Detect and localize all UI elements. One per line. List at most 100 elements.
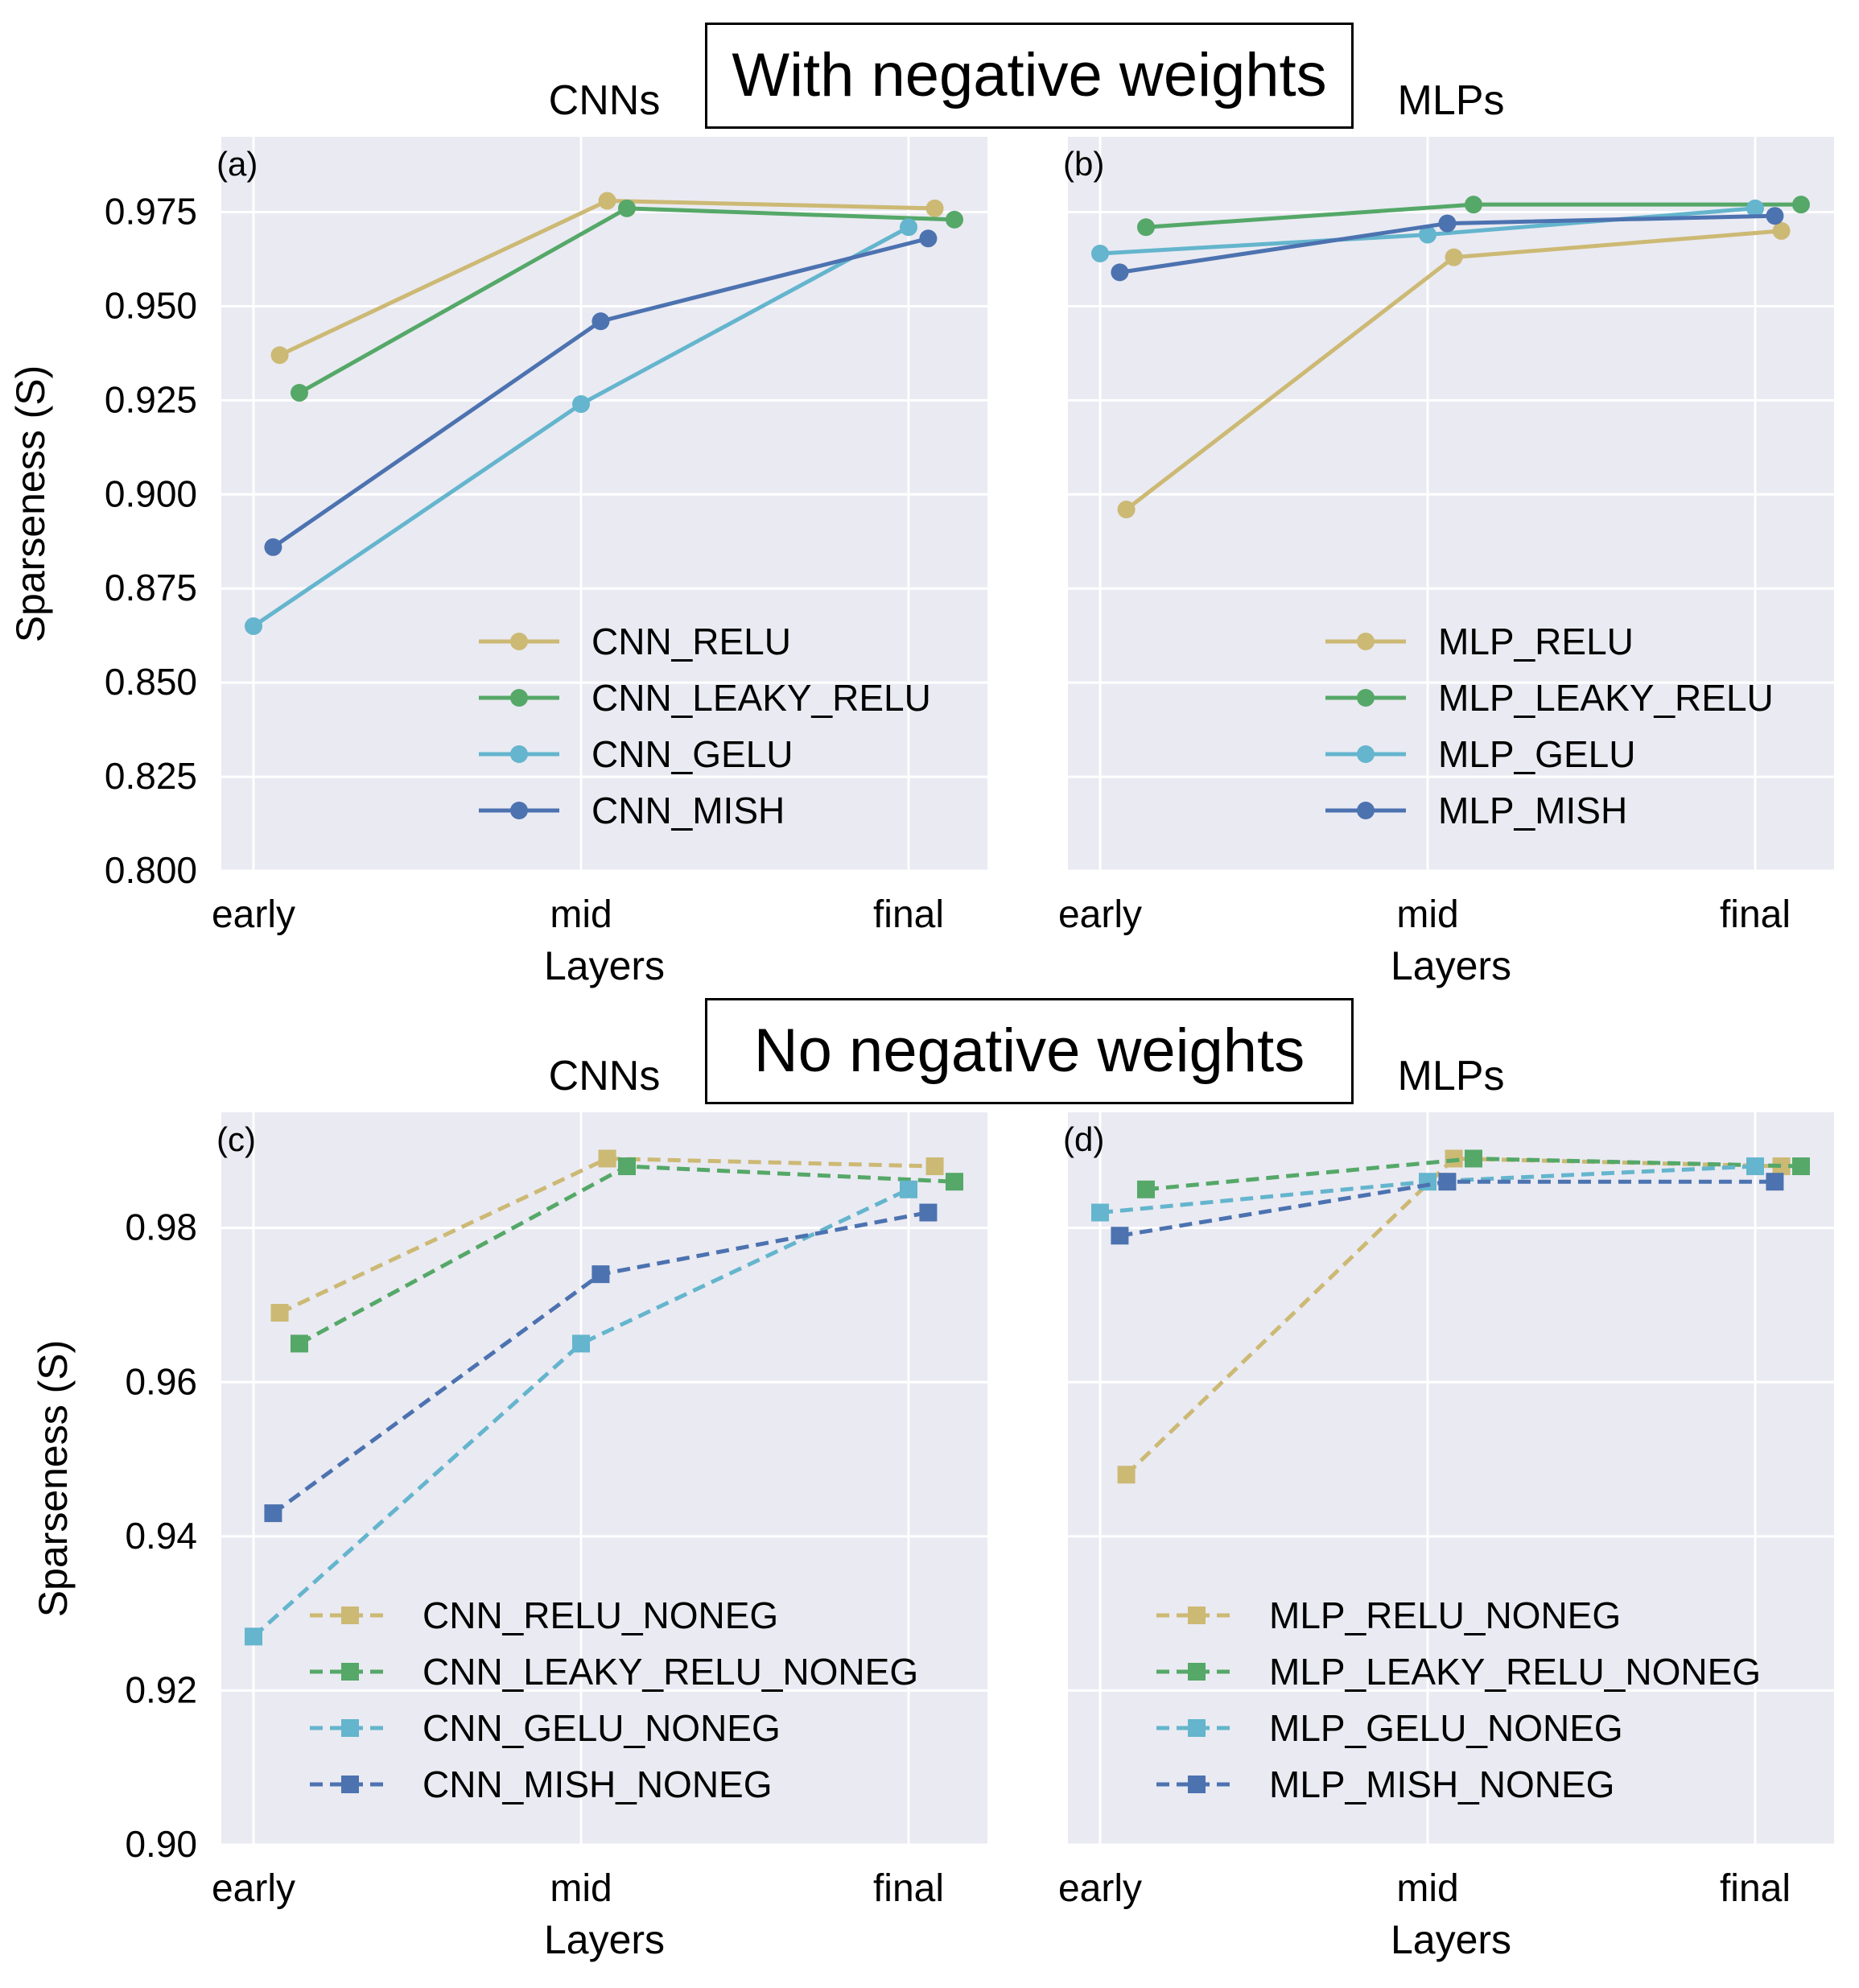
data-point (617, 1157, 636, 1176)
y-tick-label: 0.950 (105, 284, 197, 326)
data-point (1091, 244, 1109, 262)
legend-entry-label: CNN_GELU (592, 733, 793, 775)
data-point (1117, 501, 1136, 519)
x-tick-label: mid (1396, 893, 1458, 936)
x-tick-label: early (1058, 893, 1142, 936)
x-axis-label: Layers (1391, 1917, 1511, 1962)
legend-marker (341, 1776, 359, 1793)
panel-title: MLPs (1398, 1053, 1505, 1099)
x-tick-label: early (212, 1867, 295, 1910)
y-tick-label: 0.825 (105, 755, 197, 797)
data-point (1136, 218, 1155, 237)
y-tick-label: 0.98 (125, 1206, 197, 1248)
legend-entry-label: CNN_LEAKY_RELU_NONEG (422, 1651, 918, 1693)
legend-entry-label: CNN_RELU (592, 621, 791, 662)
data-point (592, 312, 610, 331)
x-tick-label: mid (1396, 1867, 1458, 1910)
x-tick-label: final (1720, 893, 1791, 936)
legend-entry-label: CNN_MISH (592, 790, 785, 831)
data-point (900, 218, 917, 237)
x-tick-label: mid (550, 893, 612, 936)
x-tick-label: mid (550, 1867, 612, 1910)
data-point (290, 384, 308, 402)
x-tick-label: final (1720, 1867, 1791, 1910)
legend-entry-label: MLP_MISH (1438, 790, 1627, 831)
legend-entry-label: CNN_GELU_NONEG (422, 1707, 781, 1749)
data-point (1772, 1157, 1791, 1176)
legend-marker (341, 1663, 359, 1681)
data-point (290, 1334, 308, 1353)
data-point (900, 1180, 917, 1198)
data-point (945, 1173, 963, 1191)
x-axis-label: Layers (1391, 943, 1511, 988)
data-point (1746, 1157, 1764, 1176)
section-title-no-negative-weights: No negative weights (705, 998, 1354, 1104)
data-point (1464, 196, 1482, 214)
y-tick-label: 0.875 (105, 567, 197, 608)
x-tick-label: final (873, 893, 944, 936)
legend-marker (510, 689, 528, 707)
legend-marker (1188, 1663, 1206, 1681)
y-tick-label: 0.90 (125, 1823, 197, 1865)
data-point (270, 346, 289, 365)
legend-entry-label: MLP_LEAKY_RELU (1438, 677, 1774, 719)
legend-entry-label: MLP_MISH_NONEG (1269, 1763, 1614, 1805)
x-tick-label: early (1058, 1867, 1142, 1910)
legend-marker (510, 633, 528, 650)
data-point (1419, 225, 1436, 244)
data-point (1438, 1173, 1457, 1191)
data-point (1766, 207, 1784, 225)
legend-entry-label: MLP_LEAKY_RELU_NONEG (1269, 1651, 1761, 1693)
y-tick-label: 0.94 (125, 1515, 197, 1557)
legend-marker (1357, 745, 1375, 763)
data-point (1445, 248, 1463, 266)
data-point (919, 229, 938, 248)
legend-entry-label: MLP_RELU_NONEG (1269, 1594, 1621, 1636)
data-point (1746, 199, 1764, 217)
panel-title: CNNs (549, 77, 661, 124)
legend-entry-label: CNN_LEAKY_RELU (592, 677, 931, 719)
data-point (264, 1504, 282, 1523)
data-point (925, 199, 944, 217)
legend-entry-label: MLP_GELU (1438, 733, 1635, 775)
data-point (592, 1265, 610, 1284)
y-tick-label: 0.92 (125, 1668, 197, 1710)
data-point (1111, 263, 1129, 282)
legend-entry-label: CNN_MISH_NONEG (422, 1763, 773, 1805)
panel-label: (d) (1063, 1120, 1104, 1158)
data-point (1091, 1203, 1109, 1222)
data-point (572, 395, 590, 414)
data-point (1438, 214, 1457, 233)
y-tick-label: 0.975 (105, 191, 197, 233)
y-tick-label: 0.96 (125, 1360, 197, 1402)
legend-entry-label: MLP_GELU_NONEG (1269, 1707, 1623, 1749)
data-point (1464, 1149, 1482, 1168)
series-line-cnn-gelu-noneg (252, 1187, 910, 1639)
panel-title: MLPs (1398, 77, 1505, 124)
y-axis-label: Sparseness (S) (31, 1340, 76, 1618)
legend-marker (1357, 689, 1375, 707)
data-point (598, 1149, 616, 1168)
data-point (945, 210, 963, 229)
panel-background-0 (221, 137, 987, 871)
legend-marker (510, 745, 528, 763)
panel-title: CNNs (549, 1053, 661, 1099)
y-axis-label: Sparseness (S) (8, 365, 53, 643)
data-point (1791, 196, 1810, 214)
data-point (1772, 221, 1791, 240)
data-point (1136, 1180, 1155, 1198)
data-point (245, 1627, 262, 1646)
y-tick-label: 0.900 (105, 472, 197, 514)
panel-label: (c) (216, 1120, 256, 1158)
x-axis-label: Layers (544, 943, 665, 988)
legend-marker (341, 1719, 359, 1737)
legend-marker (1357, 633, 1375, 650)
x-axis-label: Layers (544, 1917, 665, 1962)
panel-label: (a) (216, 145, 258, 183)
data-point (245, 617, 262, 635)
legend-marker (510, 802, 528, 819)
data-point (598, 192, 616, 210)
data-point (1766, 1173, 1784, 1191)
section-title-with-negative-weights: With negative weights (705, 23, 1354, 129)
legend-marker (1188, 1776, 1206, 1793)
